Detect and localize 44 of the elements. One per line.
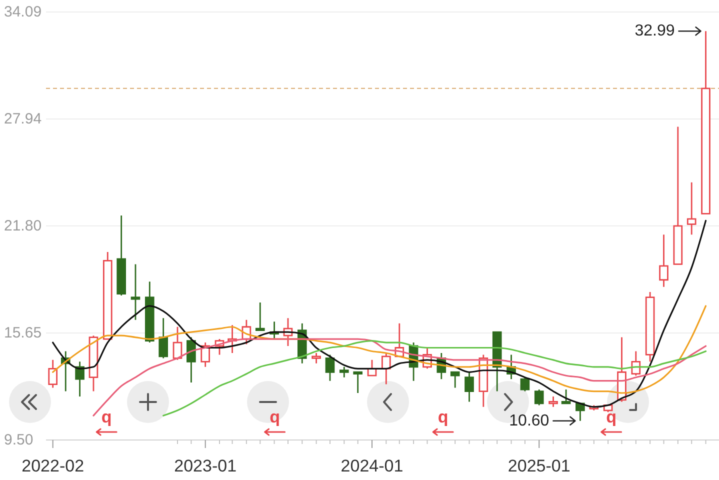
y-tick-label: 9.50 xyxy=(4,432,34,448)
candlestick xyxy=(172,326,182,361)
x-tick-label: 2024-01 xyxy=(340,456,404,476)
annotation: q xyxy=(270,408,280,426)
y-tick-label: 15.65 xyxy=(4,324,42,342)
candlestick xyxy=(450,371,460,388)
line-series xyxy=(52,305,707,394)
candlestick xyxy=(561,388,571,404)
candlestick xyxy=(576,402,585,422)
x-tick-label: 2025-01 xyxy=(508,456,570,476)
annotation: 10.60 xyxy=(509,412,550,430)
y-tick-label: 21.80 xyxy=(4,217,42,234)
candlestick xyxy=(478,354,488,408)
x-tick-label: 2023-01 xyxy=(174,456,237,476)
candlestick xyxy=(144,280,154,344)
candlestick xyxy=(673,126,683,265)
candlestick xyxy=(102,251,112,340)
annotation: q xyxy=(438,408,448,426)
candlestick xyxy=(534,388,544,406)
candlestick xyxy=(381,352,391,386)
candlestick xyxy=(312,352,321,364)
candlestick xyxy=(325,354,335,382)
line-series xyxy=(52,220,707,408)
candlestick xyxy=(645,291,655,362)
annotation: 32.99 xyxy=(634,22,675,40)
candlestick xyxy=(158,317,168,359)
y-tick-label: 27.94 xyxy=(4,110,42,128)
candlestick xyxy=(701,30,710,214)
candlestick xyxy=(659,234,668,288)
y-tick-label: 34.09 xyxy=(4,4,42,20)
candlestick xyxy=(339,366,349,378)
candlestick xyxy=(464,371,474,402)
candlestick xyxy=(548,396,558,408)
candlestick xyxy=(116,214,126,296)
x-tick-label: 2022-02 xyxy=(22,456,84,476)
candlestick xyxy=(48,359,58,388)
candlestick xyxy=(186,336,196,384)
candlestick xyxy=(255,302,265,332)
candlestick xyxy=(75,360,84,398)
candlestick xyxy=(130,264,140,321)
candlestick xyxy=(353,371,363,394)
annotation: q xyxy=(606,408,617,426)
annotation: q xyxy=(101,408,112,426)
candlestick xyxy=(686,182,696,236)
